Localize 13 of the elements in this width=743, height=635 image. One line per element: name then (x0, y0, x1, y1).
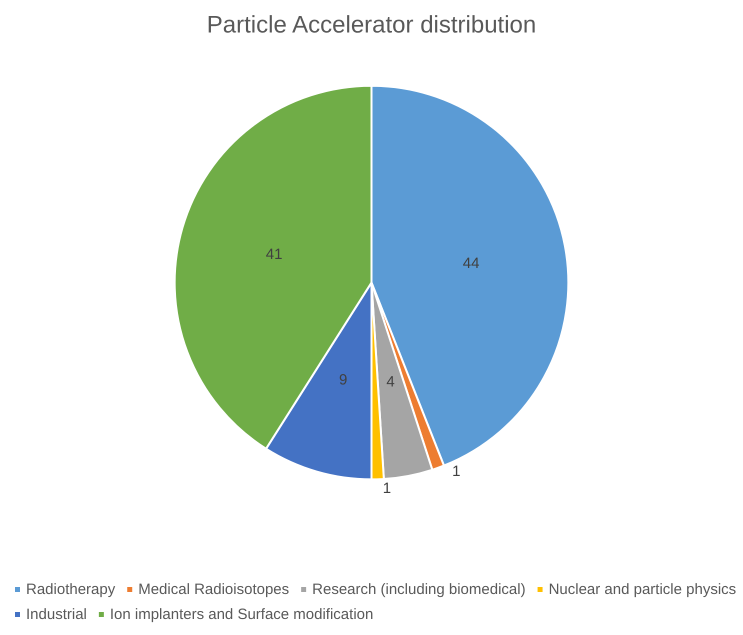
data-label: 1 (382, 480, 392, 498)
legend-label: Research (including biomedical) (312, 581, 526, 598)
data-label: 1 (452, 463, 460, 480)
legend-label: Radiotherapy (26, 581, 116, 598)
data-label: 4 (386, 374, 395, 391)
chart-title: Particle Accelerator distribution (206, 12, 536, 38)
legend-label: Industrial (26, 606, 87, 623)
legend-label: Medical Radioisotopes (138, 581, 290, 598)
data-label: 9 (339, 371, 348, 388)
legend-label: Nuclear and particle physics (548, 581, 736, 598)
data-label: 41 (266, 246, 282, 263)
legend-label: Ion implanters and Surface modification (110, 606, 374, 623)
data-label: 44 (462, 255, 480, 272)
